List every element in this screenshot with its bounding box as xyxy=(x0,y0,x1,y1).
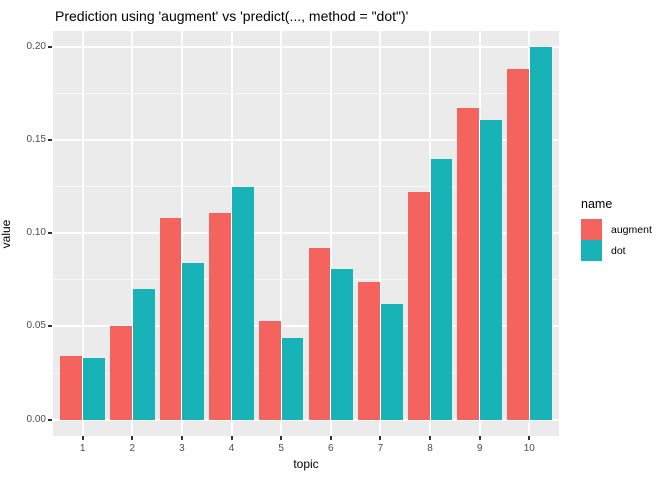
x-tick-mark xyxy=(329,436,332,440)
gridline-major-vertical xyxy=(478,31,481,436)
y-tick-mark xyxy=(48,46,52,49)
x-tick-label: 6 xyxy=(328,443,334,454)
x-tick-mark xyxy=(429,436,432,440)
gridline-major-vertical xyxy=(81,31,84,436)
bar-dot-topic-1 xyxy=(83,358,105,420)
x-tick-label: 7 xyxy=(377,443,384,454)
gridline-major-vertical xyxy=(180,31,183,436)
x-tick-mark xyxy=(528,436,531,440)
bar-dot-topic-2 xyxy=(132,289,155,420)
x-tick-label: 10 xyxy=(523,443,535,454)
bar-augment-topic-4 xyxy=(209,212,232,420)
bar-dot-topic-9 xyxy=(480,119,502,420)
chart-title: Prediction using 'augment' vs 'predict(.… xyxy=(55,8,409,24)
legend-swatch-dot xyxy=(581,240,602,261)
y-tick-mark xyxy=(48,232,52,235)
bar-dot-topic-6 xyxy=(331,268,354,420)
bar-augment-topic-5 xyxy=(258,320,281,420)
bar-augment-topic-6 xyxy=(308,248,331,420)
y-tick-label: 0.15 xyxy=(26,134,46,146)
x-tick-label: 8 xyxy=(427,443,433,454)
x-tick-label: 5 xyxy=(278,443,284,454)
y-tick-mark xyxy=(48,325,52,328)
x-tick-mark xyxy=(478,436,481,440)
x-tick-mark xyxy=(379,436,382,440)
gridline-major-horizontal xyxy=(53,46,559,49)
gridline-major-horizontal xyxy=(53,139,559,142)
gridline-major-vertical xyxy=(230,31,233,436)
bar-augment-topic-8 xyxy=(407,192,430,420)
gridline-major-vertical xyxy=(379,31,382,436)
gridline-major-vertical xyxy=(131,31,134,436)
x-tick-mark xyxy=(280,436,283,440)
gridline-major-vertical xyxy=(528,31,531,436)
gridline-minor-horizontal xyxy=(53,186,559,188)
y-tick-label: 0.20 xyxy=(26,41,46,53)
gridline-major-vertical xyxy=(280,31,283,436)
x-tick-label: 1 xyxy=(79,443,86,454)
legend-swatch-augment xyxy=(581,219,602,240)
bar-augment-topic-10 xyxy=(507,69,529,420)
gridline-major-horizontal xyxy=(53,418,559,421)
x-tick-label: 4 xyxy=(228,443,235,454)
bar-dot-topic-5 xyxy=(281,337,304,420)
bar-dot-topic-3 xyxy=(182,263,205,420)
x-tick-label: 3 xyxy=(179,443,185,454)
bar-dot-topic-7 xyxy=(380,304,403,420)
x-tick-mark xyxy=(131,436,134,440)
gridline-major-horizontal xyxy=(53,232,559,235)
x-axis-title: topic xyxy=(293,457,319,471)
y-tick-mark xyxy=(48,418,52,421)
x-tick-mark xyxy=(230,436,233,440)
legend-items: augment dot xyxy=(581,219,652,261)
x-tick-mark xyxy=(81,436,84,440)
y-tick-mark xyxy=(48,139,52,142)
bar-dot-topic-10 xyxy=(529,47,552,420)
x-tick-label: 2 xyxy=(129,443,136,454)
gridline-minor-horizontal xyxy=(53,93,559,95)
y-tick-label: 0.10 xyxy=(26,227,46,239)
bar-dot-topic-8 xyxy=(430,158,453,420)
legend-item-augment: augment xyxy=(581,219,652,240)
bar-augment-topic-9 xyxy=(457,108,480,420)
legend-label-dot: dot xyxy=(611,244,626,257)
gridline-major-vertical xyxy=(429,31,432,436)
y-tick-label: 0.00 xyxy=(26,413,46,425)
gridline-minor-horizontal xyxy=(53,279,559,281)
x-tick-mark xyxy=(180,436,183,440)
bar-augment-topic-3 xyxy=(159,218,182,420)
gridline-major-horizontal xyxy=(53,325,559,328)
bar-augment-topic-1 xyxy=(60,356,83,420)
gridline-minor-horizontal xyxy=(53,372,559,374)
legend: name augment dot xyxy=(581,197,652,261)
y-tick-label: 0.05 xyxy=(26,320,46,332)
legend-label-augment: augment xyxy=(611,223,652,236)
gridline-major-vertical xyxy=(329,31,332,436)
plot-panel xyxy=(53,31,559,436)
bar-augment-topic-7 xyxy=(358,281,380,420)
bar-dot-topic-4 xyxy=(232,186,254,420)
legend-item-dot: dot xyxy=(581,240,652,261)
x-tick-label: 9 xyxy=(476,443,483,454)
legend-title: name xyxy=(581,197,613,211)
bar-augment-topic-2 xyxy=(110,326,132,420)
